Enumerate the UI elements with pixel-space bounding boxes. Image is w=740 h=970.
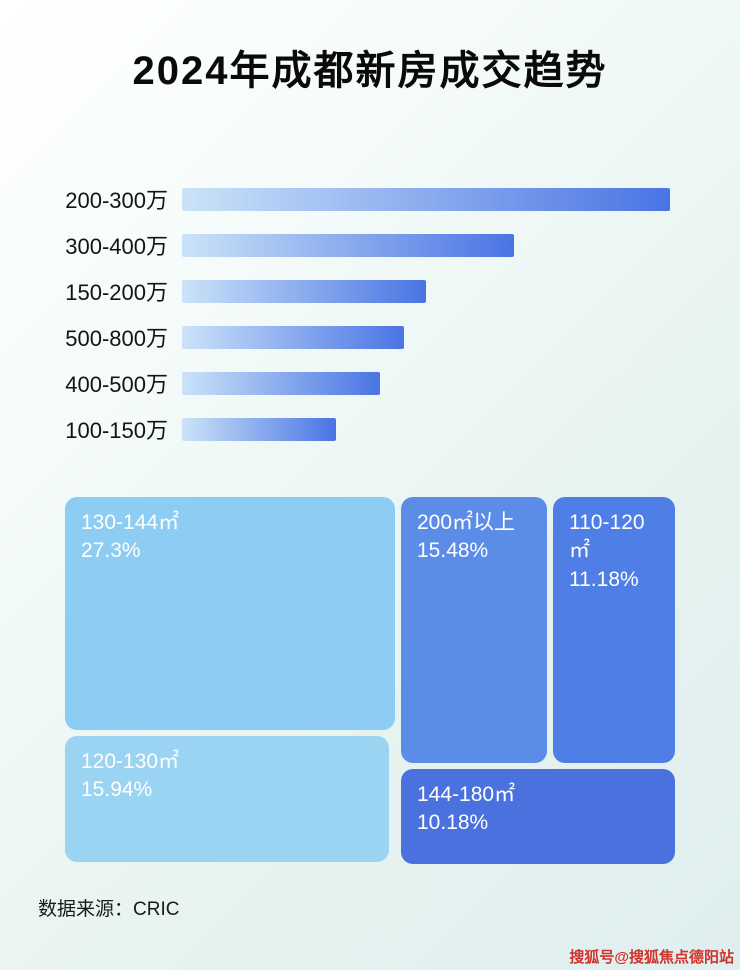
bar-row: 300-400万 <box>40 222 700 268</box>
treemap-label: 144-180㎡ <box>417 783 516 806</box>
bar-category-label: 200-300万 <box>65 188 168 213</box>
bar-row: 500-800万 <box>40 314 700 360</box>
bar-row: 100-150万 <box>40 406 700 452</box>
bar-row: 150-200万 <box>40 268 700 314</box>
bar-row: 400-500万 <box>40 360 700 406</box>
area-size-treemap: 130-144㎡ 27.3% 120-130㎡ 15.94% 200㎡以上 15… <box>65 497 675 865</box>
treemap-value: 11.18% <box>569 567 639 591</box>
bar-track <box>182 371 670 395</box>
bar <box>182 417 336 441</box>
bar-category-label: 300-400万 <box>65 234 168 259</box>
treemap-value: 15.94% <box>81 778 153 802</box>
bar <box>182 279 426 303</box>
bar-track <box>182 233 670 257</box>
treemap-label: 130-144㎡ <box>81 511 180 534</box>
treemap-value: 10.18% <box>417 811 489 835</box>
treemap-block-200-plus: 200㎡以上 15.48% <box>401 497 547 763</box>
treemap-label: 120-130㎡ <box>81 750 180 773</box>
bar-category-label: 100-150万 <box>65 418 168 443</box>
bar <box>182 325 405 349</box>
bar-track <box>182 187 670 211</box>
bar <box>182 233 514 257</box>
page-title: 2024年成都新房成交趋势 <box>132 49 608 93</box>
bar <box>182 371 380 395</box>
bar-track <box>182 279 670 303</box>
bar-track <box>182 417 670 441</box>
treemap-block-130-144: 130-144㎡ 27.3% <box>65 497 395 730</box>
treemap-block-144-180: 144-180㎡ 10.18% <box>401 769 675 864</box>
treemap-block-120-130: 120-130㎡ 15.94% <box>65 736 389 862</box>
bar-row: 200-300万 <box>40 176 700 222</box>
treemap-value: 27.3% <box>81 539 141 563</box>
data-source-label: 数据来源：CRIC <box>38 899 180 920</box>
watermark: 搜狐号@搜狐焦点德阳站 <box>569 949 734 966</box>
treemap-block-110-120: 110-120㎡ 11.18% <box>553 497 675 763</box>
bar <box>182 187 670 211</box>
bar-category-label: 400-500万 <box>65 372 168 397</box>
bar-track <box>182 325 670 349</box>
bar-category-label: 150-200万 <box>65 280 168 305</box>
price-range-bar-chart: 200-300万 300-400万 150-200万 500-800万 400-… <box>40 176 700 452</box>
treemap-value: 15.48% <box>417 539 489 563</box>
bar-category-label: 500-800万 <box>65 326 168 351</box>
treemap-label: 110-120㎡ <box>569 511 645 563</box>
treemap-label: 200㎡以上 <box>417 511 516 534</box>
